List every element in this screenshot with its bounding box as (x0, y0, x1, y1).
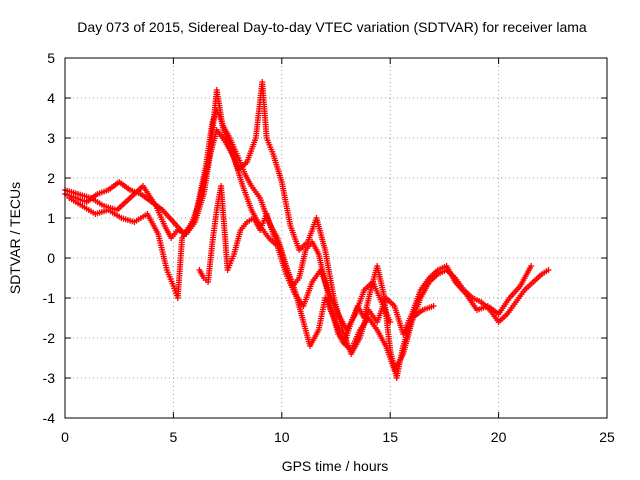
y-tick-label: 5 (47, 50, 55, 66)
x-tick-label: 15 (382, 429, 398, 445)
x-tick-label: 20 (491, 429, 507, 445)
grid (65, 58, 607, 418)
data-points (62, 79, 552, 381)
data-point (430, 303, 437, 309)
data-point (545, 267, 552, 273)
y-tick-label: 4 (47, 90, 55, 106)
x-tick-label: 5 (170, 429, 178, 445)
x-tick-label: 10 (274, 429, 290, 445)
plot-frame (64, 57, 608, 419)
x-tick-label: 25 (599, 429, 615, 445)
y-tick-label: 3 (47, 130, 55, 146)
y-axis-label: SDTVAR / TECUs (7, 182, 23, 294)
x-tick-label: 0 (61, 429, 69, 445)
data-point (528, 263, 535, 269)
data-point (387, 319, 394, 325)
x-axis-label: GPS time / hours (282, 458, 389, 474)
y-tick-label: 0 (47, 250, 55, 266)
x-axis-ticks: 0 5 10 15 20 25 (61, 58, 615, 445)
y-tick-label: -3 (43, 370, 56, 386)
chart-title: Day 073 of 2015, Sidereal Day-to-day VTE… (77, 19, 587, 35)
y-tick-label: 2 (47, 170, 55, 186)
y-tick-label: -2 (43, 330, 56, 346)
y-tick-label: -1 (43, 290, 56, 306)
y-tick-label: 1 (47, 210, 55, 226)
y-tick-label: -4 (43, 410, 56, 426)
y-axis-ticks: -4 -3 -2 -1 0 1 2 3 4 5 (43, 50, 607, 426)
